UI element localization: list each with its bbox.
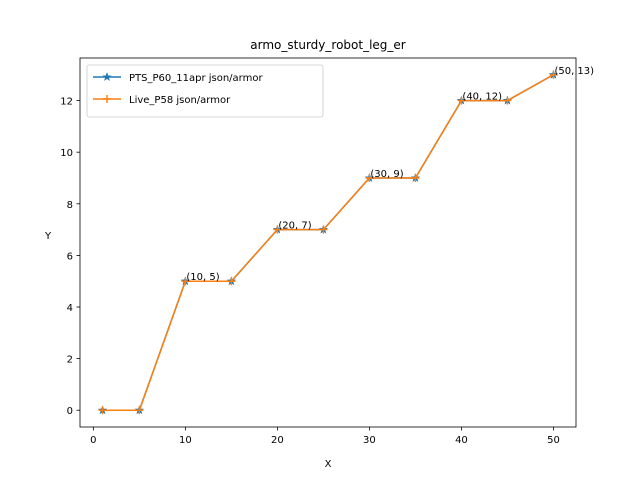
point-annotation: (10, 5) (186, 272, 219, 283)
x-tick-label: 0 (90, 435, 96, 446)
x-tick-label: 50 (547, 435, 560, 446)
x-tick-label: 30 (363, 435, 376, 446)
legend-entry-1: PTS_P60_11apr json/armor (93, 72, 263, 84)
data-point (411, 173, 420, 182)
data-point (273, 225, 282, 234)
data-point (503, 96, 512, 105)
data-point (549, 70, 558, 79)
data-point (319, 225, 328, 234)
plot-area: (10, 5) (20, 7) (30, 9) (40, 12) (50, 13) (97, 66, 594, 415)
y-tick-label: 2 (67, 355, 73, 366)
y-tick-label: 6 (67, 251, 73, 262)
legend-marker (103, 95, 111, 103)
y-tick-label: 12 (60, 97, 73, 108)
x-tick-label: 20 (271, 435, 284, 446)
legend-label: Live_P58 json/armor (129, 95, 231, 106)
point-annotation: (50, 13) (554, 66, 594, 77)
y-tick-label: 10 (60, 148, 73, 159)
x-axis-label: X (325, 459, 332, 470)
axes: 0 10 20 30 40 50 0 2 4 6 8 10 12 (60, 57, 577, 446)
legend-marker (102, 72, 112, 81)
y-tick-label: 8 (67, 200, 73, 211)
chart-title: armo_sturdy_robot_leg_er (250, 38, 406, 52)
y-tick-label: 0 (67, 406, 73, 417)
legend-box (86, 64, 324, 118)
data-point (457, 96, 466, 105)
point-annotation: (20, 7) (278, 221, 311, 232)
axes-frame (79, 57, 577, 428)
y-tick-label: 4 (67, 303, 73, 314)
x-tick-label: 40 (455, 435, 468, 446)
x-tick-label: 10 (179, 435, 192, 446)
data-point (365, 173, 374, 182)
point-annotation: (30, 9) (370, 169, 403, 180)
data-point (135, 406, 144, 415)
series-2 (98, 70, 558, 415)
data-point (227, 277, 236, 286)
legend-entry-2: Live_P58 json/armor (93, 95, 231, 106)
y-axis-label: Y (44, 231, 52, 242)
point-annotation: (40, 12) (462, 92, 502, 103)
legend-label: PTS_P60_11apr json/armor (129, 73, 263, 84)
data-point (181, 277, 190, 286)
data-point (98, 406, 107, 415)
legend: PTS_P60_11apr json/armor Live_P58 json/ar… (86, 64, 324, 118)
